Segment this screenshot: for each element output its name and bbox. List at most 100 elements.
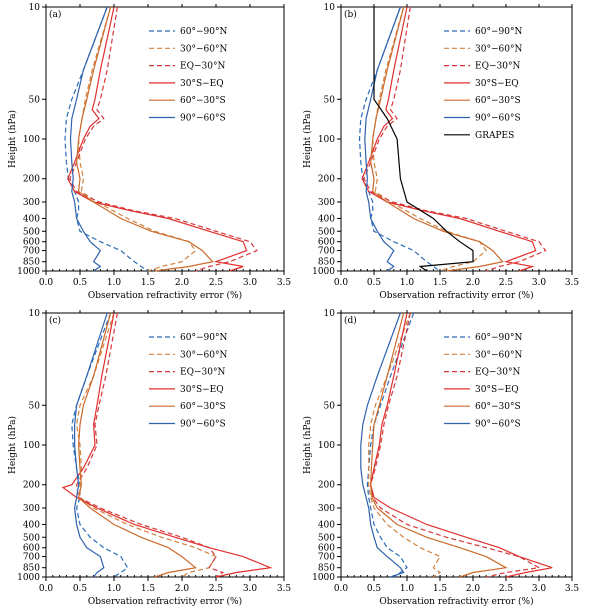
x-tick-label: 0.5: [73, 278, 88, 288]
x-tick-label: 3.0: [532, 278, 547, 288]
legend-entry: 30°S−EQ: [180, 385, 224, 395]
y-tick-label: 700: [23, 553, 40, 563]
y-tick-label: 500: [318, 533, 335, 543]
y-tick-label: 10: [324, 309, 336, 319]
legend-entry: 90°−60°S: [475, 420, 521, 430]
y-tick-label: 50: [29, 95, 41, 105]
series-line-2: [69, 6, 258, 272]
y-tick-label: 300: [318, 504, 335, 514]
x-tick-label: 2.0: [175, 278, 190, 288]
series-line-1: [77, 6, 197, 272]
x-axis-label: Observation refractivity error (%): [88, 596, 242, 607]
series-line-2: [75, 312, 225, 578]
y-tick-label: 10: [29, 3, 41, 13]
series-line-0: [358, 6, 441, 272]
y-tick-label: 200: [23, 175, 40, 185]
x-tick-label: 0.0: [334, 584, 349, 594]
legend-entry: 90°−60°S: [180, 420, 226, 430]
chart-panel-d: (d) 0.0 0.5 1.0 1.5 2.0 2.5 3.0 3.5 10 50 100 200 300…: [302, 309, 579, 607]
series-line-4: [75, 6, 214, 272]
x-tick-label: 3.5: [277, 278, 292, 288]
chart-panel-a: (a) 0.0 0.5 1.0 1.5 2.0 2.5 3.0 3.5 10 50 100 200 300…: [7, 3, 291, 301]
x-tick-label: 2.5: [499, 584, 514, 594]
series-line-2: [363, 6, 547, 272]
x-tick-label: 3.0: [243, 278, 258, 288]
y-tick-label: 400: [23, 520, 40, 530]
series-line-4: [370, 312, 508, 578]
y-tick-label: 10: [29, 309, 41, 319]
y-tick-label: 850: [23, 258, 40, 268]
series-line-5: [364, 6, 401, 272]
x-tick-label: 3.5: [565, 278, 580, 288]
x-tick-label: 2.5: [209, 584, 224, 594]
y-tick-label: 300: [23, 198, 40, 208]
series-line-5: [360, 312, 405, 578]
series-line-4: [370, 6, 504, 272]
panel-label: (c): [49, 315, 61, 326]
x-tick-label: 0.5: [367, 584, 382, 594]
legend-entry: EQ−30°N: [475, 62, 520, 72]
series-line-2: [370, 312, 541, 578]
x-tick-label: 2.0: [466, 278, 481, 288]
y-axis-label: Height (hPa): [7, 416, 18, 474]
x-axis-label: Observation refractivity error (%): [379, 596, 533, 607]
legend-entry: 90°−60°S: [180, 114, 226, 124]
legend-entry: 60°−90°N: [180, 27, 227, 37]
legend-entry: 60°−90°N: [475, 333, 522, 343]
legend-entry: 30°−60°N: [475, 44, 522, 54]
y-tick-label: 850: [23, 564, 40, 574]
legend-entry: 90°−60°S: [475, 114, 521, 124]
y-tick-label: 50: [324, 95, 336, 105]
series-line-5: [69, 6, 108, 272]
series-line-0: [366, 312, 415, 578]
x-tick-label: 1.5: [141, 584, 156, 594]
x-tick-label: 2.0: [466, 584, 481, 594]
y-tick-label: 400: [23, 214, 40, 224]
y-tick-label: 400: [318, 214, 335, 224]
series-line-0: [71, 312, 129, 578]
legend-entry: 30°−60°N: [180, 44, 227, 54]
plot-frame: [45, 6, 285, 272]
panel-label: (a): [49, 9, 61, 20]
y-tick-label: 300: [318, 198, 335, 208]
plot-frame: [340, 312, 573, 578]
series-line-1: [372, 6, 488, 272]
x-tick-label: 1.0: [107, 584, 122, 594]
legend-entry: EQ−30°N: [180, 62, 225, 72]
series-line-3: [67, 6, 248, 272]
x-tick-label: 1.0: [400, 584, 415, 594]
series-line-1: [368, 312, 442, 578]
y-tick-label: 200: [318, 175, 335, 185]
series-line-5: [73, 312, 108, 578]
y-tick-label: 850: [318, 564, 335, 574]
series-line-1: [75, 312, 217, 578]
panel-label: (b): [344, 9, 357, 20]
x-tick-label: 0.5: [73, 584, 88, 594]
y-tick-label: 10: [324, 3, 336, 13]
x-tick-label: 0.5: [367, 278, 382, 288]
y-tick-label: 850: [318, 258, 335, 268]
plot-frame: [340, 6, 573, 272]
series-line-6: [373, 7, 474, 272]
y-tick-label: 300: [23, 504, 40, 514]
legend-entry: 60°−30°S: [180, 402, 226, 412]
x-tick-label: 3.0: [243, 584, 258, 594]
x-axis-label: Observation refractivity error (%): [88, 290, 242, 301]
legend-entry: 60°−30°S: [475, 96, 521, 106]
x-tick-label: 1.0: [107, 278, 122, 288]
y-tick-label: 1000: [17, 267, 40, 277]
y-tick-label: 50: [324, 401, 336, 411]
x-tick-label: 3.0: [532, 584, 547, 594]
x-tick-label: 0.0: [334, 278, 349, 288]
series-line-3: [361, 6, 537, 272]
series-line-0: [64, 6, 149, 272]
legend-entry: GRAPES: [475, 131, 514, 141]
y-tick-label: 700: [318, 553, 335, 563]
y-axis-label: Height (hPa): [7, 110, 18, 168]
legend-entry: 60°−30°S: [180, 96, 226, 106]
x-tick-label: 1.5: [433, 584, 448, 594]
x-tick-label: 2.5: [499, 278, 514, 288]
legend-entry: 30°S−EQ: [475, 79, 519, 89]
x-tick-label: 2.0: [175, 584, 190, 594]
legend-entry: 30°−60°N: [475, 350, 522, 360]
